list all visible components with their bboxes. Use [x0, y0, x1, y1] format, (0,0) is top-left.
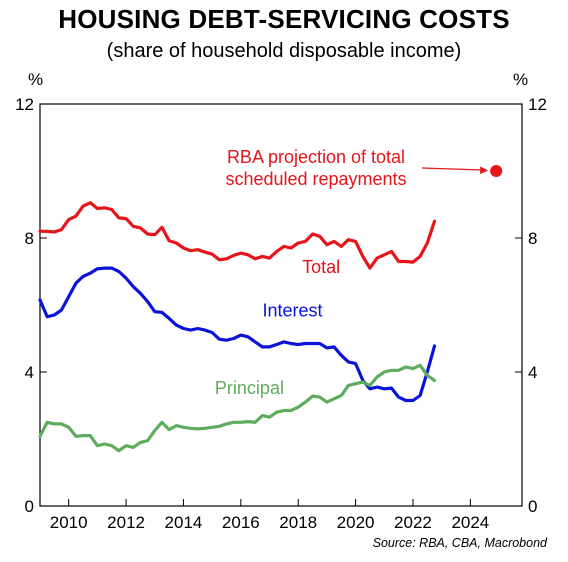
series-line-principal	[38, 363, 437, 453]
y-tick-label-left: 4	[25, 363, 34, 382]
chart-ticks: 0 0 4 4 8 8 12 12 2010 2012 2014 2016 2018 2020 2022 20…	[15, 95, 547, 532]
page-title: HOUSING DEBT-SERVICING COSTS	[58, 4, 510, 34]
x-tick-label: 2024	[451, 513, 489, 532]
chart-labels: Total Interest Principal RBA projection of …	[215, 147, 503, 398]
series-line-total	[38, 201, 437, 270]
y-tick-label-right: 4	[528, 363, 537, 382]
x-tick-label: 2010	[50, 513, 88, 532]
x-tick-label: 2012	[107, 513, 145, 532]
annotation-arrow-line	[421, 167, 483, 171]
series-label-interest: Interest	[262, 301, 322, 321]
plot-frame	[39, 103, 523, 507]
y-unit-left: %	[28, 70, 43, 89]
series-label-total: Total	[302, 257, 340, 277]
series-line-interest	[38, 266, 437, 403]
x-tick-label: 2020	[337, 513, 375, 532]
x-tick-label: 2016	[222, 513, 260, 532]
chart-frame	[39, 103, 523, 507]
chart-series	[38, 201, 437, 453]
y-tick-label-left: 0	[25, 497, 34, 516]
annotation-text-line: RBA projection of total	[227, 147, 405, 167]
page-subtitle: (share of household disposable income)	[106, 40, 462, 62]
series-label-principal: Principal	[215, 378, 284, 398]
x-tick-label: 2022	[394, 513, 432, 532]
x-tick-label: 2018	[279, 513, 317, 532]
annotation-arrowhead	[480, 166, 489, 174]
annotation-text-line: scheduled repayments	[225, 169, 406, 189]
x-tick-label: 2014	[165, 513, 203, 532]
projection-point	[490, 165, 503, 177]
y-tick-label-left: 12	[15, 95, 34, 114]
source-note: Source: RBA, CBA, Macrobond	[373, 536, 548, 550]
y-unit-right: %	[513, 70, 528, 89]
y-tick-label-right: 12	[528, 95, 547, 114]
y-tick-label-left: 8	[25, 229, 34, 248]
y-tick-label-right: 8	[528, 229, 537, 248]
y-tick-label-right: 0	[528, 497, 537, 516]
